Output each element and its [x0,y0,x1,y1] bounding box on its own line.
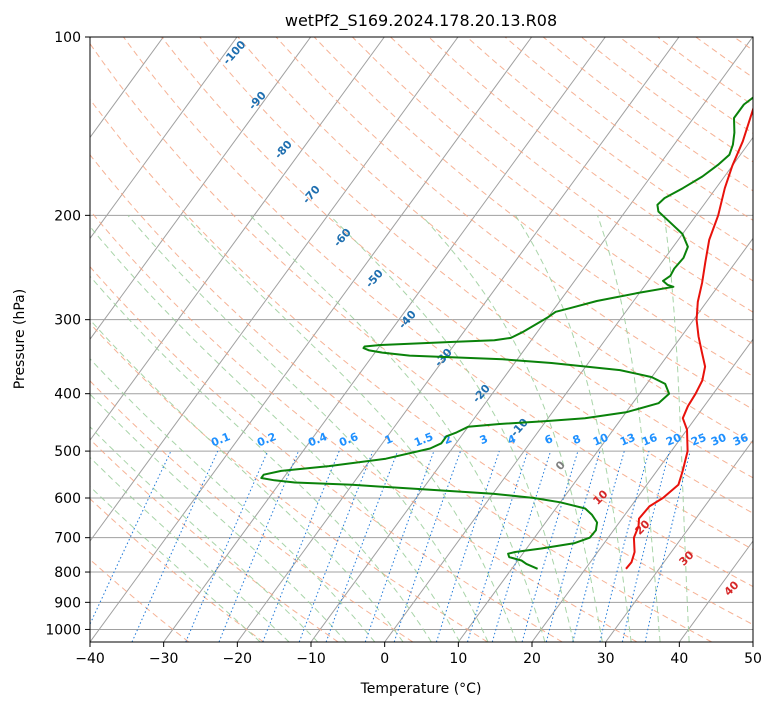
y-tick-label: 500 [54,444,81,460]
dry-adiabat-line [90,98,753,626]
y-tick-label: 600 [54,491,81,507]
mixing-ratio-label: 36 [731,431,750,449]
mixing-ratio-line [131,450,219,642]
plot-area: -100-90-80-70-60-50-40-30-20-10010203040… [90,37,753,642]
x-tick-label: 50 [744,651,762,667]
dry-adiabat-line [90,265,563,642]
y-tick-label: 200 [54,208,81,224]
y-tick-label: 300 [54,313,81,329]
isotherm-line [90,37,312,341]
dry-adiabat-line [90,42,753,588]
mixing-ratio-lines [90,450,691,642]
moist-adiabat-line [90,393,347,642]
mixing-ratio-label: 3 [478,432,490,447]
mixing-ratio-label: 10 [591,431,610,449]
mixing-ratio-line [435,450,500,642]
mixing-ratio-label: 1 [383,432,395,447]
moist-adiabat-line [90,456,290,642]
mixing-ratio-line [364,450,435,642]
mixing-ratio-line [521,450,579,642]
y-tick-label: 700 [54,531,81,547]
isotherm-line [605,439,753,642]
isotherm-line [457,237,753,642]
dewpoint-profile-line [260,96,753,570]
x-tick-label: −30 [149,651,179,667]
mixing-ratio-line [467,450,529,642]
x-tick-label: 30 [597,651,615,667]
y-axis: 100 200 300 400 500 600 700 800 900 1000 [45,30,90,638]
mixing-ratio-label: 2 [442,432,454,447]
mixing-ratio-line [572,450,625,642]
dry-adiabat-line [123,37,753,551]
isobar-grid [90,37,753,630]
isotherm-line [90,37,459,542]
moist-adiabat-line [127,214,489,642]
moist-adiabat-line [90,426,319,642]
x-axis-title: Temperature (°C) [360,681,482,697]
y-tick-label: 400 [54,387,81,403]
moist-adiabat-line [421,214,603,642]
dry-adiabat-line [90,322,488,642]
temperature-profile-line [625,106,753,570]
mixing-ratio-line [393,450,461,642]
x-tick-label: −40 [75,651,105,667]
dry-adiabat-line [313,37,753,377]
mixing-ratio-line [491,450,552,642]
chart-title: wetPf2_S169.2024.178.20.13.R08 [285,11,557,31]
plot-background [90,37,753,642]
isotherm-line [236,37,680,642]
x-axis: −40 −30 −20 −10 0 10 20 30 40 50 [75,642,762,667]
isotherm-line [90,37,533,642]
plot-frame [89,36,754,643]
x-tick-label: −20 [223,651,253,667]
moist-adiabat-line [514,215,632,642]
dry-adiabats [90,37,753,642]
y-tick-label: 100 [54,30,81,46]
mixing-ratio-line [298,450,374,642]
mixing-ratio-line [621,450,670,642]
isotherm-line [163,37,606,642]
moist-adiabat-line [90,358,376,642]
moist-adiabat-line [183,214,517,642]
mixing-ratio-line [599,450,650,642]
moist-adiabat-line [329,214,575,642]
y-axis-title: Pressure (hPa) [12,289,28,389]
moist-adiabat-line [90,319,404,642]
x-tick-label: −10 [296,651,326,667]
x-tick-label: 0 [380,651,389,667]
y-tick-label: 800 [54,565,81,581]
mixing-ratio-label: 13 [618,431,637,449]
x-tick-label: 20 [523,651,541,667]
mixing-ratio-line [218,450,299,642]
dry-adiabat-line [90,209,638,642]
mixing-ratio-label: 8 [571,432,583,447]
moist-adiabat-line [90,275,432,642]
dry-adiabat-line [161,37,753,514]
profile-series [260,96,753,570]
mixing-ratio-label: 25 [689,431,708,449]
mixing-ratio-line [545,450,601,642]
mixing-ratio-label: 16 [640,431,659,449]
mixing-ratio-line [185,450,269,642]
mixing-ratio-line [262,450,340,642]
dry-adiabat-line [90,153,712,642]
moist-adiabat-line [663,215,690,642]
mixing-ratio-line [644,450,691,642]
moist-adiabat-line [90,485,261,642]
dry-adiabat-line [90,380,414,642]
mixing-ratio-label: 30 [709,431,728,449]
y-tick-label: 1000 [45,622,81,638]
isotherm-line [90,37,238,240]
x-tick-label: 40 [670,651,688,667]
y-tick-label: 900 [54,595,81,611]
dry-adiabat-line [237,37,753,444]
moist-adiabat-line [90,227,461,642]
x-tick-label: 10 [449,651,467,667]
mixing-ratio-line [325,450,399,642]
dry-adiabat-line [275,37,753,411]
mixing-ratio-label: 20 [664,431,683,449]
isotherm-line [90,37,385,442]
